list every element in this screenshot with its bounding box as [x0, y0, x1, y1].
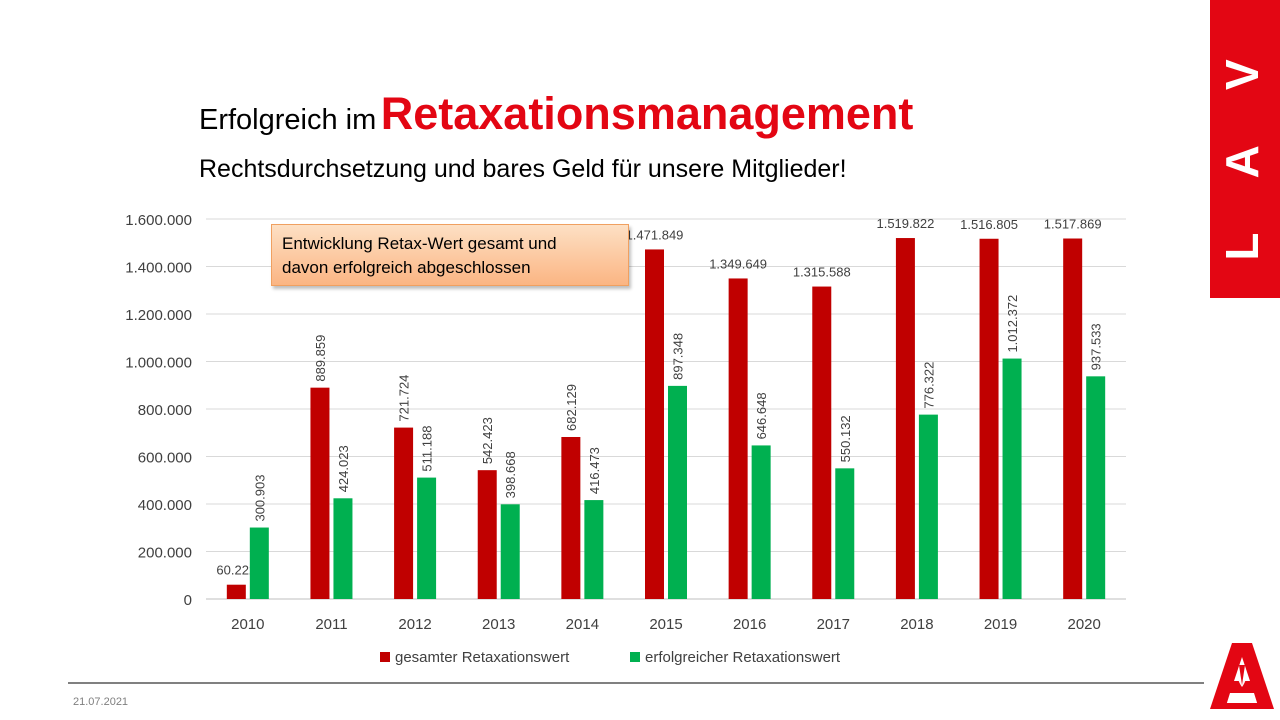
- data-label: 542.423: [480, 417, 495, 464]
- bar-erfolgreich: [835, 468, 855, 599]
- x-tick-label: 2020: [1067, 616, 1100, 633]
- data-label: 937.533: [1089, 323, 1104, 370]
- bar-erfolgreich: [584, 500, 604, 599]
- data-label: 897.348: [671, 333, 686, 380]
- y-tick-label: 200.000: [138, 545, 192, 562]
- lav-logo-bar: L A V: [1210, 0, 1280, 298]
- bar-gesamt: [645, 249, 664, 600]
- y-tick-label: 1.200.000: [125, 307, 192, 324]
- bar-gesamt: [812, 286, 832, 599]
- legend-swatch: [630, 652, 640, 662]
- bar-erfolgreich: [918, 414, 938, 599]
- legend-label: erfolgreicher Retaxationswert: [645, 649, 841, 666]
- annotation-box: Entwicklung Retax-Wert gesamt und davon …: [271, 224, 629, 286]
- data-label: 721.724: [397, 375, 412, 422]
- y-tick-label: 1.600.000: [125, 212, 192, 229]
- slide-subtitle: Rechtsdurchsetzung und bares Geld für un…: [199, 155, 847, 183]
- data-label: 682.129: [564, 384, 579, 431]
- bar-erfolgreich: [249, 527, 269, 599]
- data-label: 398.668: [503, 451, 518, 498]
- bar-erfolgreich: [417, 477, 437, 599]
- footer-date: 21.07.2021: [73, 696, 129, 708]
- lav-logo-text: L A V: [1216, 37, 1268, 260]
- y-tick-label: 1.400.000: [125, 260, 192, 277]
- apotheke-a-logo-icon: [1210, 643, 1274, 709]
- data-label: 424.023: [336, 445, 351, 492]
- bar-gesamt: [895, 238, 915, 599]
- x-tick-label: 2016: [733, 616, 766, 633]
- data-label: 1.315.588: [793, 265, 851, 280]
- data-label: 1.517.869: [1044, 217, 1102, 232]
- bar-erfolgreich: [1002, 358, 1022, 599]
- annotation-line-2: davon erfolgreich abgeschlossen: [282, 258, 531, 277]
- annotation-line-1: Entwicklung Retax-Wert gesamt und: [282, 234, 557, 253]
- title-prefix: Erfolgreich im: [199, 104, 377, 136]
- data-label: 416.473: [587, 447, 602, 494]
- data-label: 550.132: [838, 415, 853, 462]
- bar-gesamt: [394, 427, 414, 599]
- slide-title: Erfolgreich im Retaxationsmanagement: [199, 88, 913, 140]
- y-tick-label: 400.000: [138, 497, 192, 514]
- data-label: 1.516.805: [960, 217, 1018, 232]
- data-label: 889.859: [313, 335, 328, 382]
- y-tick-label: 600.000: [138, 450, 192, 467]
- x-tick-label: 2011: [315, 616, 347, 633]
- bar-gesamt: [979, 238, 999, 599]
- x-tick-label: 2018: [900, 616, 933, 633]
- bar-erfolgreich: [500, 504, 520, 599]
- x-tick-label: 2010: [231, 616, 264, 633]
- y-tick-label: 800.000: [138, 402, 192, 419]
- bar-erfolgreich: [668, 385, 687, 599]
- bar-erfolgreich: [333, 498, 353, 599]
- bar-gesamt: [1063, 238, 1083, 600]
- legend-swatch: [380, 652, 390, 662]
- data-label: 1.471.849: [626, 227, 684, 242]
- bar-gesamt: [226, 584, 246, 599]
- data-label: 646.648: [754, 392, 769, 439]
- bar-gesamt: [310, 387, 330, 599]
- bar-gesamt: [561, 436, 581, 599]
- data-label: 1.012.372: [1005, 295, 1020, 353]
- x-tick-label: 2014: [566, 616, 599, 633]
- data-label: 776.322: [921, 362, 936, 409]
- bar-erfolgreich: [751, 445, 771, 599]
- x-tick-label: 2019: [984, 616, 1017, 633]
- title-accent: Retaxationsmanagement: [380, 88, 914, 139]
- bar-erfolgreich: [1086, 376, 1106, 599]
- x-tick-label: 2013: [482, 616, 515, 633]
- x-tick-label: 2012: [398, 616, 431, 633]
- x-tick-label: 2015: [649, 616, 682, 633]
- data-label: 60.222: [216, 563, 256, 578]
- bar-chart: 0 200.000 400.000 600.000 800.000 1.000.000 1.…: [125, 212, 1126, 666]
- lav-letters: L A V: [1216, 37, 1268, 260]
- data-label: 1.519.822: [876, 216, 934, 231]
- data-label: 1.349.649: [709, 256, 767, 271]
- data-label: 511.188: [420, 426, 435, 472]
- x-tick-label: 2017: [817, 616, 850, 633]
- bar-gesamt: [728, 278, 748, 599]
- bar-gesamt: [477, 470, 497, 599]
- y-tick-label: 1.000.000: [125, 355, 192, 372]
- y-tick-label: 0: [184, 592, 192, 609]
- legend-label: gesamter Retaxationswert: [395, 649, 570, 666]
- data-label: 300.903: [252, 475, 267, 522]
- footer-divider: [68, 682, 1204, 684]
